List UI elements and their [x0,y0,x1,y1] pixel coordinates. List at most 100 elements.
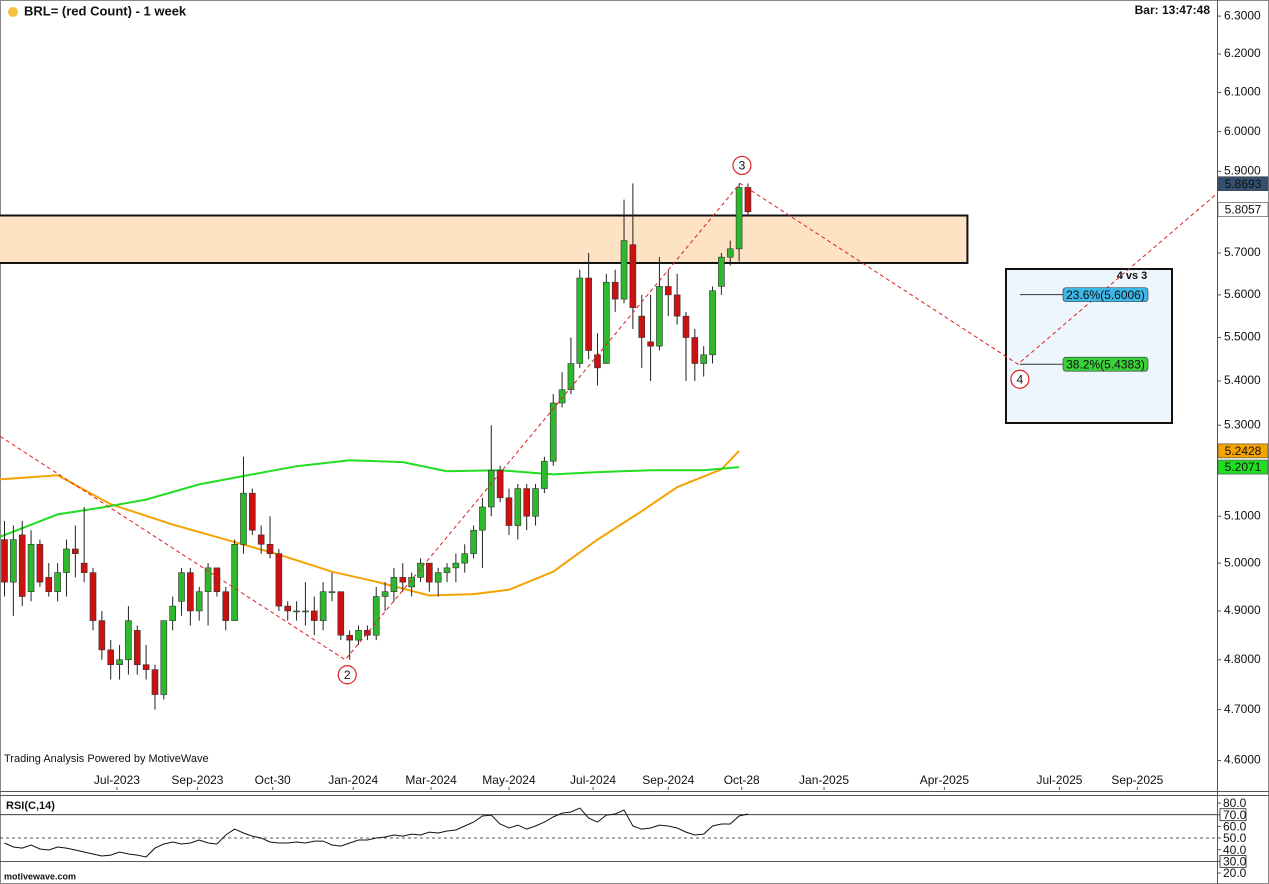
candle-body [257,534,265,545]
candle-body [80,562,88,573]
fib-label-bg [1062,287,1149,302]
candle-body [178,572,185,602]
candle-body [647,341,654,347]
candle-body [408,577,415,588]
wave-label: 2 [344,668,351,682]
candle-body [355,630,362,641]
candle-body [18,534,26,597]
candle-body [629,244,637,308]
candle-body [249,492,256,531]
x-tick-label: Jul-2023 [94,773,140,787]
rsi-tick-label: 30.0 [1223,855,1247,869]
candle-body [266,543,274,554]
candle-body [125,620,132,661]
fib-label-bg [1062,356,1149,372]
candle-body [585,277,592,351]
wave-label-circle [337,665,357,685]
candle-body [142,664,150,670]
wave-label-circle [1010,369,1030,389]
fib-label: 23.6%(5.6006) [1066,288,1145,302]
candle-body [231,543,238,621]
candle-body [160,620,168,695]
rsi-line [4,807,749,858]
candle-body [399,577,407,583]
candle-body [514,488,522,526]
x-tick-label: Oct-28 [724,773,760,787]
candle-body [611,281,619,300]
candle-body [426,562,433,583]
fib-label: 38.2%(5.4383) [1066,357,1145,371]
price-tag [1217,176,1269,192]
x-tick-label: Mar-2024 [405,773,457,787]
price-tag [1217,459,1269,475]
candle-body [337,591,345,636]
moving-average [0,459,740,538]
candle-body [664,286,672,296]
candle-body [319,591,327,621]
candle-body [284,605,292,612]
credit: Trading Analysis Powered by MotiveWave [4,753,209,765]
price-tag-label: 5.2071 [1225,460,1262,474]
candle-body [63,548,70,573]
candle-body [187,572,194,612]
candle-body [709,290,716,356]
candle-body [275,553,283,607]
price-tag-label: 5.8693 [1225,177,1262,191]
y-tick-label: 6.0000 [1224,124,1261,138]
candle-body [638,315,646,338]
x-tick-label: Sep-2025 [1111,773,1163,787]
y-tick-label: 4.8000 [1224,652,1261,666]
candle-body [558,389,566,404]
x-tick-label: Jul-2024 [570,773,616,787]
price-tag-label: 5.2428 [1225,444,1262,458]
y-tick-label: 5.6000 [1224,287,1261,301]
candle-body [72,548,79,554]
rsi-tick-label: 40.0 [1223,843,1247,857]
x-tick-label: May-2024 [482,773,536,787]
y-tick-label: 5.1000 [1224,508,1261,522]
candle-body [328,591,336,594]
y-tick-label: 4.7000 [1224,702,1261,716]
rsi-tick-box [1219,854,1247,868]
candle-body [479,506,486,531]
candle-body [1,539,8,583]
candle-body [372,596,380,636]
rsi-tick-label: 20.0 [1223,866,1247,880]
status-dot [8,7,18,17]
candle-body [744,187,752,213]
candle-body [302,610,309,613]
candle-body [452,562,460,569]
candle-body [381,591,389,597]
candle-body [594,354,601,369]
candle-body [98,620,106,651]
y-tick-label: 4.9000 [1224,603,1261,617]
x-tick-label: Sep-2024 [642,773,694,787]
fib-title: 4 vs 3 [1117,270,1148,282]
y-tick-label: 6.3000 [1224,8,1261,22]
candle-body [310,610,318,621]
price-tag [1217,202,1269,217]
price-tag [1217,443,1269,459]
candle-body [240,492,247,545]
rsi-tick-label: 80.0 [1223,796,1247,810]
candle-body [54,572,61,593]
candle-body [523,488,530,517]
y-tick-label: 6.2000 [1224,46,1261,60]
rsi-tick-label: 70.0 [1223,808,1247,822]
candle-body [603,281,610,364]
price-tag-label: 5.8057 [1225,203,1262,217]
wave-label: 3 [739,159,746,173]
candle-body [293,610,300,613]
y-tick-label: 5.0000 [1224,555,1261,569]
bar-time: Bar: 13:47:48 [1135,3,1211,17]
y-tick-label: 4.6000 [1224,753,1261,767]
y-tick-label: 5.4000 [1224,373,1261,387]
x-tick-label: Sep-2023 [171,773,223,787]
x-tick-label: Apr-2025 [920,773,970,787]
candle-body [434,572,442,583]
candle-body [36,543,44,583]
candle-body [443,567,451,573]
candle-body [487,469,495,508]
y-tick-label: 5.3000 [1224,417,1261,431]
